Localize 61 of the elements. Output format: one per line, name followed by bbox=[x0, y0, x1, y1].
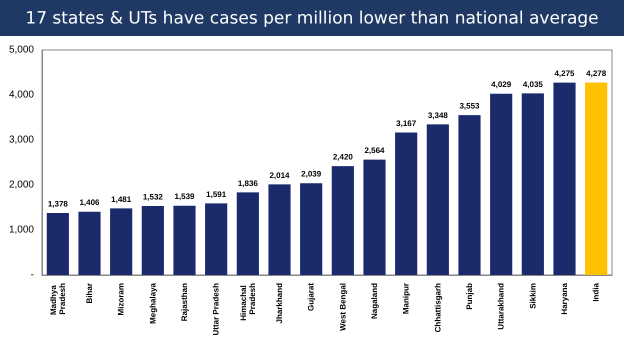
bar bbox=[426, 124, 449, 275]
x-tick-label: Madhya Pradesh bbox=[48, 282, 67, 316]
x-tick-label: Mizoram bbox=[116, 283, 126, 316]
x-tick-label: Himachal Pradesh bbox=[238, 282, 257, 321]
data-label: 4,035 bbox=[522, 80, 544, 89]
bar bbox=[300, 183, 322, 275]
y-tick-label: 1,000 bbox=[8, 224, 34, 236]
x-tick-label: Uttar Pradesh bbox=[212, 282, 221, 336]
bar bbox=[205, 203, 228, 275]
x-tick-label: Punjab bbox=[465, 282, 474, 310]
x-tick-label: Bihar bbox=[85, 283, 94, 304]
data-label: 2,014 bbox=[269, 170, 290, 180]
bar bbox=[142, 206, 164, 275]
data-label: 1,836 bbox=[238, 178, 258, 188]
data-label: 4,278 bbox=[586, 68, 607, 78]
data-label: 1,591 bbox=[206, 190, 227, 199]
data-label: 2,564 bbox=[364, 146, 386, 156]
chart-title: 17 states & UTs have cases per million lower than national average bbox=[25, 8, 599, 28]
x-tick-label: India bbox=[592, 282, 601, 302]
bar bbox=[173, 206, 196, 275]
y-tick-label: - bbox=[30, 270, 34, 280]
bar bbox=[395, 132, 418, 275]
x-tick-label: Rajasthan bbox=[180, 282, 189, 322]
bar bbox=[236, 192, 259, 275]
x-tick-label: Nagaland bbox=[370, 282, 379, 320]
bar bbox=[332, 166, 354, 275]
data-label: 2,420 bbox=[332, 152, 354, 162]
data-label: 1,539 bbox=[174, 192, 196, 202]
data-label: 4,275 bbox=[554, 69, 576, 78]
y-tick-label: 4,000 bbox=[8, 90, 34, 100]
data-label: 2,039 bbox=[301, 170, 322, 179]
bar bbox=[46, 212, 69, 275]
x-tick-label: Meghalaya bbox=[148, 282, 158, 324]
x-tick-label: Sikkim bbox=[528, 283, 538, 309]
data-label: 3,553 bbox=[459, 102, 480, 111]
bar bbox=[110, 208, 132, 275]
bar bbox=[363, 160, 386, 275]
bar bbox=[78, 212, 101, 275]
bar bbox=[458, 115, 481, 275]
data-label: 1,532 bbox=[142, 192, 164, 202]
y-tick-label: 3,000 bbox=[8, 134, 34, 146]
x-tick-label: Uttarakhand bbox=[496, 282, 506, 330]
bar bbox=[490, 94, 512, 275]
bar bbox=[522, 93, 544, 275]
data-label: 1,378 bbox=[48, 199, 68, 208]
data-label: 1,481 bbox=[111, 194, 132, 204]
data-label: 4,029 bbox=[491, 80, 512, 90]
bar bbox=[268, 184, 291, 275]
x-tick-label: West Bengal bbox=[338, 283, 348, 331]
x-tick-label: Manipur bbox=[402, 283, 411, 314]
x-tick-label: Gujarat bbox=[306, 282, 316, 312]
bar bbox=[553, 82, 576, 275]
x-tick-label: Chhattisgarh bbox=[433, 282, 442, 332]
data-label: 3,167 bbox=[396, 118, 417, 128]
y-tick-label: 5,000 bbox=[8, 44, 34, 56]
x-tick-label: Jharkhand bbox=[275, 282, 284, 324]
x-tick-label: Haryana bbox=[560, 282, 569, 315]
data-label: 3,348 bbox=[428, 110, 448, 120]
y-tick-label: 2,000 bbox=[8, 180, 34, 190]
bar bbox=[585, 82, 608, 275]
data-label: 1,406 bbox=[79, 198, 100, 208]
